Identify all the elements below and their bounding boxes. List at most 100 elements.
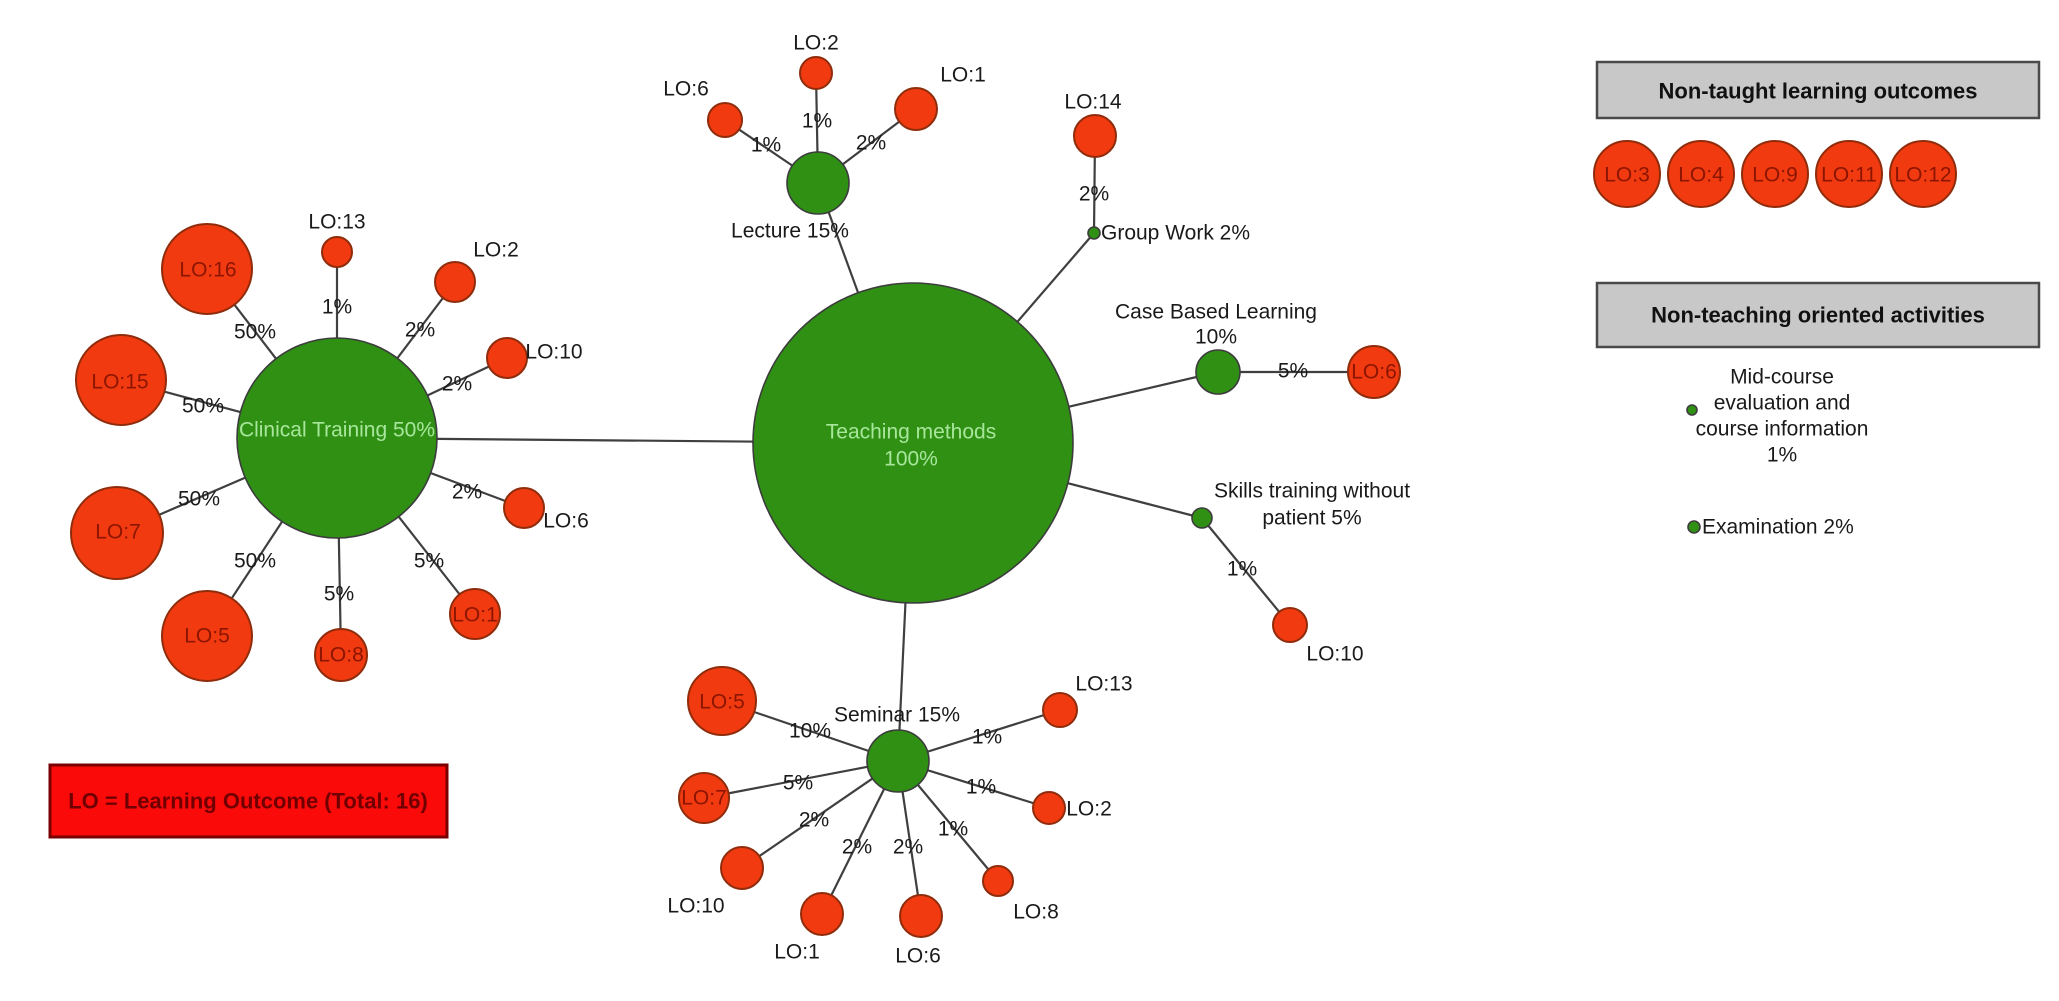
node-ct_lo7-circle — [70, 486, 164, 580]
node-ct_lo16-circle — [161, 223, 253, 315]
node-ct_lo8-circle — [314, 628, 368, 682]
node-label-nt_lo12: LO:12 — [1894, 164, 1951, 187]
legend-label: LO = Learning Outcome (Total: 16) — [68, 789, 428, 814]
examination-label: Examination 2% — [1702, 516, 1854, 539]
node-nt_lo12-circle — [1889, 140, 1957, 208]
node-tm-circle — [752, 282, 1074, 604]
node-label-tm: Teaching methods — [826, 421, 996, 444]
node-label-sem_lo13: LO:13 — [1075, 673, 1132, 696]
node-label-ct_lo10: LO:10 — [525, 341, 582, 364]
node-label-ct_lo8: LO:8 — [318, 644, 364, 667]
node-label-sem_lo5: LO:5 — [699, 691, 745, 714]
edge-label-sem-sem_lo7: 5% — [783, 772, 813, 795]
node-label-ct_lo6: LO:6 — [543, 510, 589, 533]
node-sem_lo1-circle — [800, 892, 844, 936]
node-ct_lo2-circle — [434, 261, 476, 303]
node-label-lec_lo6: LO:6 — [663, 78, 709, 101]
node-cbl-circle — [1195, 349, 1241, 395]
node-sem_lo13-circle — [1042, 692, 1078, 728]
edge-label-cbl-cbl_lo6: 5% — [1278, 360, 1308, 383]
node-label-sem: Seminar 15% — [834, 704, 960, 727]
non-taught-header-box — [1595, 60, 2041, 120]
edge-label-ct-ct_lo1: 5% — [414, 550, 444, 573]
node-label-st_lo10: LO:10 — [1306, 643, 1363, 666]
edge-label-sem-sem_lo1: 2% — [842, 836, 872, 859]
edge-label-ct-ct_lo7: 50% — [178, 488, 220, 511]
edge-label-lec-lec_lo1: 2% — [856, 132, 886, 155]
node-ct-circle — [236, 337, 438, 539]
edge-st-st_lo10 — [1201, 517, 1291, 626]
edge-label-sem-sem_lo5: 10% — [789, 720, 831, 743]
node-lec_lo2-circle — [799, 56, 833, 90]
node-sem_lo5-circle — [687, 666, 757, 736]
node-label-ct_lo2: LO:2 — [473, 239, 519, 262]
node-label-sem_lo6: LO:6 — [895, 945, 941, 968]
edge-label-ct-ct_lo6: 2% — [452, 481, 482, 504]
edge-sem-sem_lo7 — [703, 759, 899, 800]
node-ct_lo1-circle — [449, 588, 501, 640]
edge-label-gw-gw_lo14: 2% — [1079, 183, 1109, 206]
node-lec-circle — [786, 151, 850, 215]
edge-label-lec-lec_lo2: 1% — [802, 110, 832, 133]
midcourse-evaluation-label-line-1: Mid-course — [1730, 366, 1834, 389]
edge-label-ct-ct_lo10: 2% — [442, 373, 472, 396]
node-label-ct_lo7: LO:7 — [95, 521, 141, 544]
midcourse-evaluation-label-line-3: course information — [1696, 418, 1869, 441]
node-st-circle — [1191, 507, 1213, 529]
node-label-ct_lo13: LO:13 — [308, 211, 365, 234]
graph-layer: 1% 1% 2% 2% 5% 1% 50% 1% 2% 2% 50% 50% 50% 5% 5% 2% 10% 5… — [70, 32, 1957, 968]
node-gw-circle — [1087, 226, 1101, 240]
node-nt_lo4-circle — [1667, 140, 1735, 208]
node-label-cbl-1: 10% — [1195, 326, 1237, 349]
node-cbl_lo6-circle — [1347, 345, 1401, 399]
node-label-st: Skills training without — [1214, 480, 1410, 503]
node-ct_lo15-circle — [75, 334, 167, 426]
edge-label-ct-ct_lo15: 50% — [182, 395, 224, 418]
node-label-nt_lo3: LO:3 — [1604, 164, 1650, 187]
edge-label-ct-ct_lo5: 50% — [234, 550, 276, 573]
edge-label-sem-sem_lo2: 1% — [966, 776, 996, 799]
node-label-ct_lo1: LO:1 — [452, 604, 498, 627]
edge-label-ct-ct_lo2: 2% — [405, 319, 435, 342]
node-mc_dot-circle — [1686, 404, 1698, 416]
midcourse-evaluation-label-line-2: evaluation and — [1714, 392, 1851, 415]
node-label-gw_lo14: LO:14 — [1064, 91, 1122, 114]
node-sem_lo2-circle — [1032, 791, 1066, 825]
node-label-sem_lo7: LO:7 — [681, 787, 727, 810]
edge-label-sem-sem_lo10: 2% — [799, 809, 829, 832]
edge-label-ct-ct_lo16: 50% — [234, 321, 276, 344]
node-label-ct_lo15: LO:15 — [91, 371, 148, 394]
node-gw_lo14-circle — [1073, 114, 1117, 158]
node-label-gw: Group Work 2% — [1101, 222, 1250, 245]
non-taught-header-title: Non-taught learning outcomes — [1659, 79, 1978, 104]
node-label-sem_lo8: LO:8 — [1013, 901, 1059, 924]
node-label-sem_lo1: LO:1 — [774, 941, 820, 964]
node-label-nt_lo9: LO:9 — [1752, 164, 1798, 187]
edge-label-sem-sem_lo6: 2% — [893, 836, 923, 859]
node-ct_lo5-circle — [161, 590, 253, 682]
node-lec_lo6-circle — [707, 102, 743, 138]
panel-non-teaching: Non-teaching oriented activities Mid-cou… — [1595, 281, 2041, 539]
edge-label-ct-ct_lo13: 1% — [322, 296, 352, 319]
node-label-cbl_lo6: LO:6 — [1351, 361, 1397, 384]
node-sem_lo8-circle — [982, 865, 1014, 897]
panel-non-taught: Non-taught learning outcomes — [1595, 60, 2041, 120]
legend: LO = Learning Outcome (Total: 16) — [48, 763, 449, 839]
edge-label-st-st_lo10: 1% — [1227, 558, 1257, 581]
edge-label-lec-lec_lo6: 1% — [751, 134, 781, 157]
node-label-ct_lo16: LO:16 — [179, 259, 236, 282]
node-label-nt_lo11: LO:11 — [1821, 164, 1877, 187]
node-label-st-1: patient 5% — [1262, 507, 1361, 530]
node-sem_lo10-circle — [720, 846, 764, 890]
node-label-lec_lo2: LO:2 — [793, 32, 839, 55]
node-sem_lo7-circle — [678, 772, 730, 824]
node-label-lec: Lecture 15% — [731, 220, 849, 243]
edge-label-sem-sem_lo8: 1% — [938, 818, 968, 841]
node-lec_lo1-circle — [894, 87, 938, 131]
node-label-lec_lo1: LO:1 — [940, 64, 986, 87]
node-ct_lo10-circle — [486, 337, 528, 379]
edge-label-ct-ct_lo8: 5% — [324, 583, 354, 606]
legend-box — [48, 763, 449, 839]
